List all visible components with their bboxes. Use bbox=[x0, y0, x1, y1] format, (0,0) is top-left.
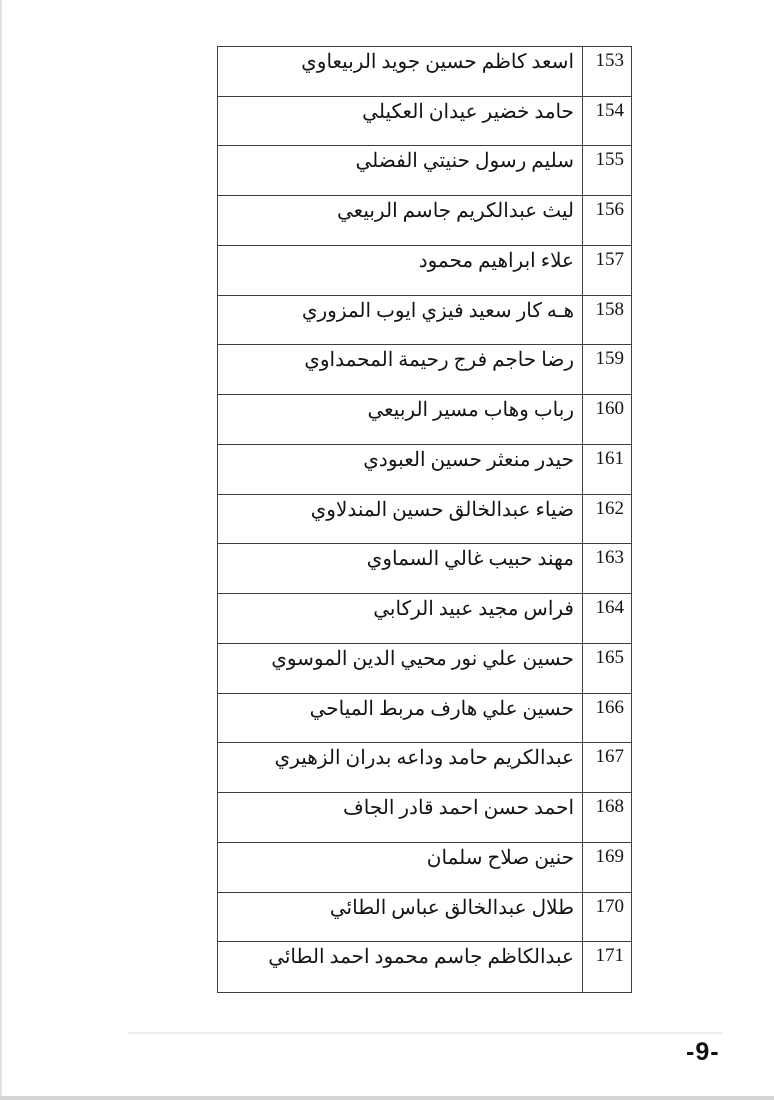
row-number-cell: 155 bbox=[582, 146, 631, 196]
row-number-cell: 157 bbox=[582, 245, 631, 295]
row-number-cell: 159 bbox=[582, 345, 631, 395]
row-number-cell: 163 bbox=[582, 544, 631, 594]
person-name-cell: ليث عبدالكريم جاسم الربيعي bbox=[337, 200, 574, 223]
person-name-cell: طلال عبدالخالق عباس الطائي bbox=[329, 896, 574, 919]
row-number-cell: 160 bbox=[582, 395, 631, 444]
row-number-cell: 156 bbox=[582, 196, 631, 245]
row-number-cell: 168 bbox=[582, 793, 631, 842]
footer-divider bbox=[128, 1032, 723, 1034]
table-row: هـه كار سعيد فيزي ايوب المزوري 158 bbox=[218, 295, 631, 346]
person-name-cell: فراس مجيد عبيد الركابي bbox=[373, 598, 574, 621]
table-row: علاء ابراهيم محمود 157 bbox=[218, 245, 631, 296]
person-name-cell: هـه كار سعيد فيزي ايوب المزوري bbox=[301, 299, 574, 322]
table-row: عبدالكريم حامد وداعه بدران الزهيري 167 bbox=[218, 743, 631, 794]
table-row: اسعد كاظم حسين جويد الربيعاوي 153 bbox=[218, 47, 631, 97]
person-name-cell: حسين علي هارف مربط المياحي bbox=[309, 697, 574, 720]
table-row: طلال عبدالخالق عباس الطائي 170 bbox=[218, 892, 631, 943]
row-number-cell: 165 bbox=[582, 643, 631, 693]
person-name-cell: اسعد كاظم حسين جويد الربيعاوي bbox=[301, 51, 574, 73]
scan-edge-bottom bbox=[0, 1096, 774, 1100]
table-row: سليم رسول حنيتي الفضلي 155 bbox=[218, 146, 631, 197]
person-name-cell: علاء ابراهيم محمود bbox=[418, 249, 574, 272]
table-row: عبدالكاظم جاسم محمود احمد الطائي 171 bbox=[218, 942, 631, 992]
person-name-cell: سليم رسول حنيتي الفضلي bbox=[355, 150, 574, 173]
row-number-cell: 171 bbox=[582, 942, 631, 992]
table-row: رضا حاجم فرج رحيمة المحمداوي 159 bbox=[218, 345, 631, 396]
scan-edge-left bbox=[0, 0, 2, 1100]
table-row: حنين صلاح سلمان 169 bbox=[218, 842, 631, 893]
row-number-cell: 167 bbox=[582, 743, 631, 793]
names-table: اسعد كاظم حسين جويد الربيعاوي 153 حامد خ… bbox=[217, 46, 632, 993]
table-row: حيدر منعثر حسين العبودي 161 bbox=[218, 444, 631, 495]
person-name-cell: حنين صلاح سلمان bbox=[426, 846, 574, 869]
person-name-cell: عبدالكريم حامد وداعه بدران الزهيري bbox=[274, 747, 574, 770]
person-name-cell: رضا حاجم فرج رحيمة المحمداوي bbox=[304, 349, 574, 372]
person-name-cell: ضياء عبدالخالق حسين المندلاوي bbox=[310, 498, 574, 521]
row-number-cell: 170 bbox=[582, 892, 631, 942]
table-row: حامد خضير عيدان العكيلي 154 bbox=[218, 96, 631, 147]
table-row: حسين علي هارف مربط المياحي 166 bbox=[218, 693, 631, 744]
person-name-cell: حيدر منعثر حسين العبودي bbox=[363, 448, 574, 471]
table-row: حسين علي نور محيي الدين الموسوي 165 bbox=[218, 643, 631, 694]
person-name-cell: احمد حسن احمد قادر الجاف bbox=[343, 797, 574, 820]
person-name-cell: عبدالكاظم جاسم محمود احمد الطائي bbox=[268, 946, 574, 969]
row-number-cell: 154 bbox=[582, 96, 631, 146]
page-number: -9- bbox=[686, 1038, 720, 1066]
table-row: احمد حسن احمد قادر الجاف 168 bbox=[218, 793, 631, 843]
row-number-cell: 153 bbox=[582, 47, 631, 96]
row-number-cell: 162 bbox=[582, 494, 631, 544]
row-number-cell: 158 bbox=[582, 295, 631, 345]
table-row: فراس مجيد عبيد الركابي 164 bbox=[218, 594, 631, 644]
person-name-cell: مهند حبيب غالي السماوي bbox=[366, 548, 574, 571]
person-name-cell: حامد خضير عيدان العكيلي bbox=[362, 100, 574, 123]
row-number-cell: 164 bbox=[582, 594, 631, 643]
person-name-cell: رباب وهاب مسير الربيعي bbox=[367, 399, 574, 422]
table-row: رباب وهاب مسير الربيعي 160 bbox=[218, 395, 631, 445]
row-number-cell: 161 bbox=[582, 444, 631, 494]
table-row: ضياء عبدالخالق حسين المندلاوي 162 bbox=[218, 494, 631, 545]
row-number-cell: 169 bbox=[582, 842, 631, 892]
table-row: ليث عبدالكريم جاسم الربيعي 156 bbox=[218, 196, 631, 246]
table-row: مهند حبيب غالي السماوي 163 bbox=[218, 544, 631, 595]
person-name-cell: حسين علي نور محيي الدين الموسوي bbox=[271, 647, 574, 670]
row-number-cell: 166 bbox=[582, 693, 631, 743]
